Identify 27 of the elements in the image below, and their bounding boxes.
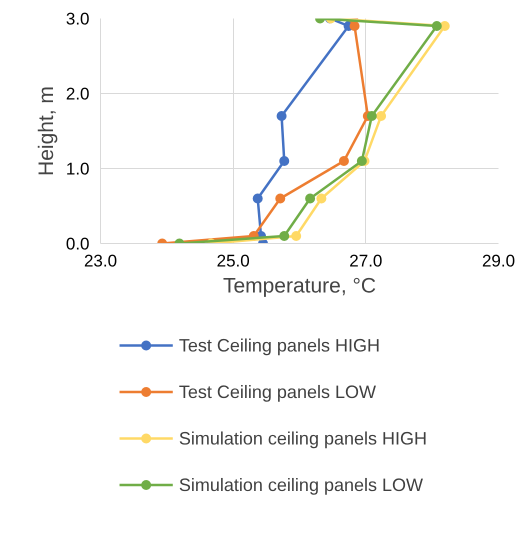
point [338, 156, 349, 166]
point [366, 111, 377, 121]
point [305, 194, 316, 204]
x-tick-label: 23.0 [84, 252, 118, 270]
point [316, 194, 326, 204]
point [356, 156, 367, 166]
legend-label: Test Ceiling panels LOW [178, 382, 376, 402]
y-tick-label: 2.0 [66, 84, 90, 104]
legend-label: Simulation ceiling panels LOW [178, 475, 424, 495]
y-tick-label: 3.0 [66, 10, 90, 28]
y-tick-label: 1.0 [66, 160, 90, 178]
point [291, 231, 302, 241]
point [252, 194, 263, 204]
y-tick-label: 0.0 [66, 234, 90, 254]
point [279, 156, 290, 166]
point [376, 111, 386, 121]
y-axis-title: Height, m [34, 86, 58, 176]
x-tick-label: 27.0 [349, 252, 382, 270]
x-tick-label: 25.0 [216, 252, 250, 270]
legend-label: Test Ceiling panels HIGH [178, 336, 380, 356]
point [275, 194, 286, 204]
x-tick-label: 29.0 [482, 252, 516, 270]
point [279, 231, 290, 241]
point [432, 21, 442, 31]
x-axis-title: Temperature, °C [222, 274, 376, 298]
legend-label: Simulation ceiling panels HIGH [178, 428, 428, 448]
point [276, 111, 287, 121]
